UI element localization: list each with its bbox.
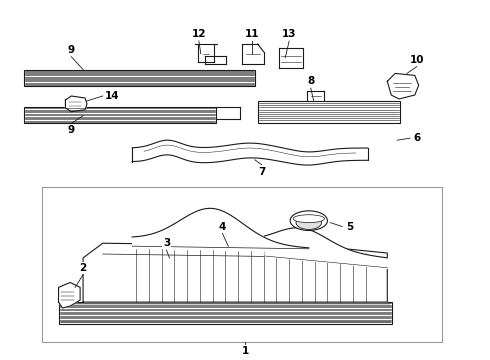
Text: 7: 7 [258, 167, 266, 176]
Polygon shape [58, 283, 80, 308]
Text: 9: 9 [68, 45, 75, 55]
Text: 9: 9 [68, 125, 75, 135]
Text: 4: 4 [219, 221, 226, 231]
Polygon shape [83, 243, 387, 302]
Bar [258, 101, 400, 122]
Polygon shape [387, 73, 418, 99]
Ellipse shape [293, 215, 324, 222]
Text: 5: 5 [346, 221, 354, 231]
Text: 6: 6 [413, 133, 420, 143]
Polygon shape [65, 96, 87, 112]
Bar [58, 302, 392, 324]
Text: 14: 14 [105, 91, 120, 101]
Text: 1: 1 [242, 346, 248, 356]
Text: 13: 13 [282, 29, 296, 39]
Text: 11: 11 [245, 29, 259, 39]
Text: 2: 2 [79, 263, 87, 273]
Text: 3: 3 [163, 238, 170, 248]
Text: 8: 8 [307, 76, 315, 86]
Bar [42, 187, 442, 342]
Ellipse shape [296, 216, 321, 229]
Ellipse shape [290, 211, 327, 230]
Text: 10: 10 [410, 55, 424, 65]
Bar [24, 107, 216, 123]
Bar [24, 69, 255, 86]
Text: 12: 12 [192, 29, 206, 39]
